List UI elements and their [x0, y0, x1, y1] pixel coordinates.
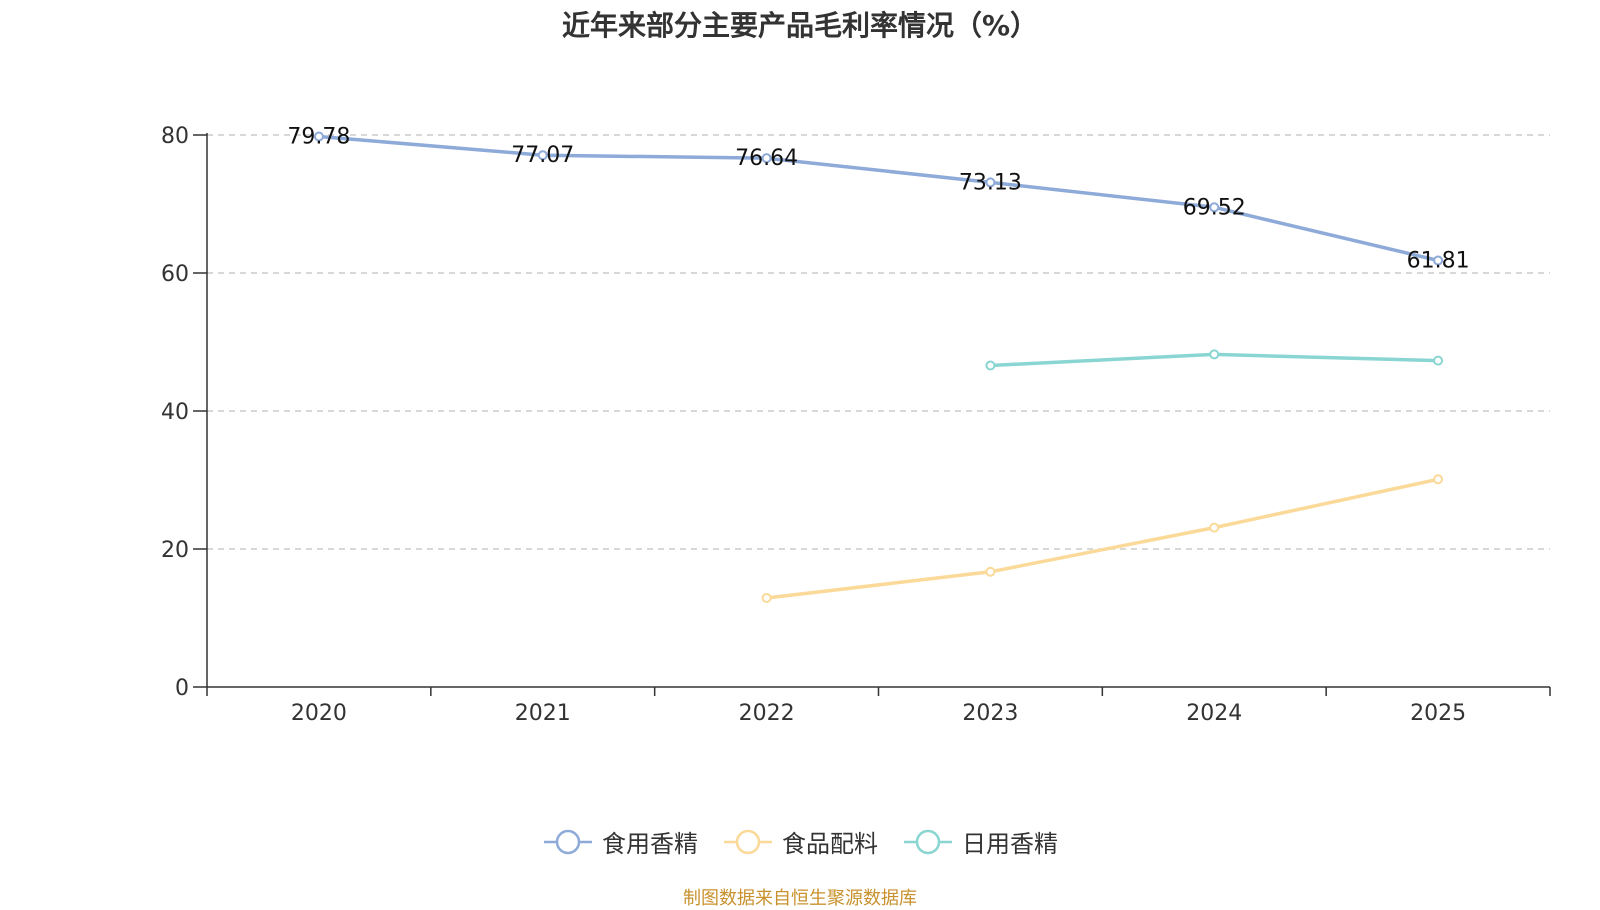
y-tick-label-0: 0 [175, 676, 189, 701]
series-lines [313, 131, 1444, 603]
point-0-2024 [1209, 202, 1220, 213]
legend-label: 食品配料 [782, 830, 878, 858]
series-line-1 [766, 477, 1439, 600]
point-0-2022 [761, 153, 772, 164]
legend-label: 日用香精 [962, 830, 1058, 858]
data-labels: 79.78 77.07 76.64 73.13 69.52 61.81 [287, 125, 1469, 274]
point-1-2023 [985, 566, 996, 577]
point-0-2025 [1433, 255, 1444, 266]
x-tick-label-2021: 2021 [515, 701, 571, 726]
point-0-2021 [537, 150, 548, 161]
data-label-0-2022: 76.64 [735, 146, 798, 171]
point-1-2025 [1433, 474, 1444, 485]
point-2-2024 [1209, 349, 1220, 360]
x-tick-label-2020: 2020 [291, 701, 347, 726]
y-tick-label-40: 40 [161, 400, 189, 425]
point-2-2025 [1433, 355, 1444, 366]
axes: 0 20 40 60 80 2020 2021 2022 2023 2024 2025 [161, 124, 1551, 726]
point-2-2023 [985, 360, 996, 371]
point-0-2023 [985, 177, 996, 188]
legend-line-circle-icon [544, 829, 592, 854]
data-label-0-2020: 79.78 [287, 125, 350, 150]
source-note: 制图数据来自恒生聚源数据库 [683, 888, 917, 909]
legend-label: 食用香精 [602, 830, 698, 858]
x-tick-label-2025: 2025 [1410, 701, 1466, 726]
x-tick-label-2023: 2023 [962, 701, 1018, 726]
chart-title: 近年来部分主要产品毛利率情况（%） [561, 9, 1039, 42]
legend-line-circle-icon [724, 829, 772, 854]
point-1-2022 [761, 592, 772, 603]
y-tick-label-80: 80 [161, 124, 189, 149]
legend-item-1[interactable]: 食品配料 [722, 824, 878, 859]
y-tick-label-20: 20 [161, 538, 189, 563]
data-label-0-2023: 73.13 [959, 170, 1022, 195]
legend-line-circle-icon [904, 829, 952, 854]
data-label-0-2024: 69.52 [1183, 195, 1246, 220]
x-tick-label-2024: 2024 [1186, 701, 1242, 726]
x-tick-label-2022: 2022 [739, 701, 795, 726]
data-label-0-2021: 77.07 [511, 143, 574, 168]
point-0-2020 [313, 131, 324, 142]
grid-lines [207, 134, 1550, 550]
legend-item-2[interactable]: 日用香精 [902, 824, 1058, 859]
series-line-0 [318, 134, 1439, 263]
chart-legend: 食用香精 食品配料 日用香精 [0, 824, 1600, 859]
point-1-2024 [1209, 522, 1220, 533]
y-tick-label-60: 60 [161, 262, 189, 287]
data-label-0-2025: 61.81 [1407, 249, 1470, 274]
legend-item-0[interactable]: 食用香精 [542, 824, 698, 859]
